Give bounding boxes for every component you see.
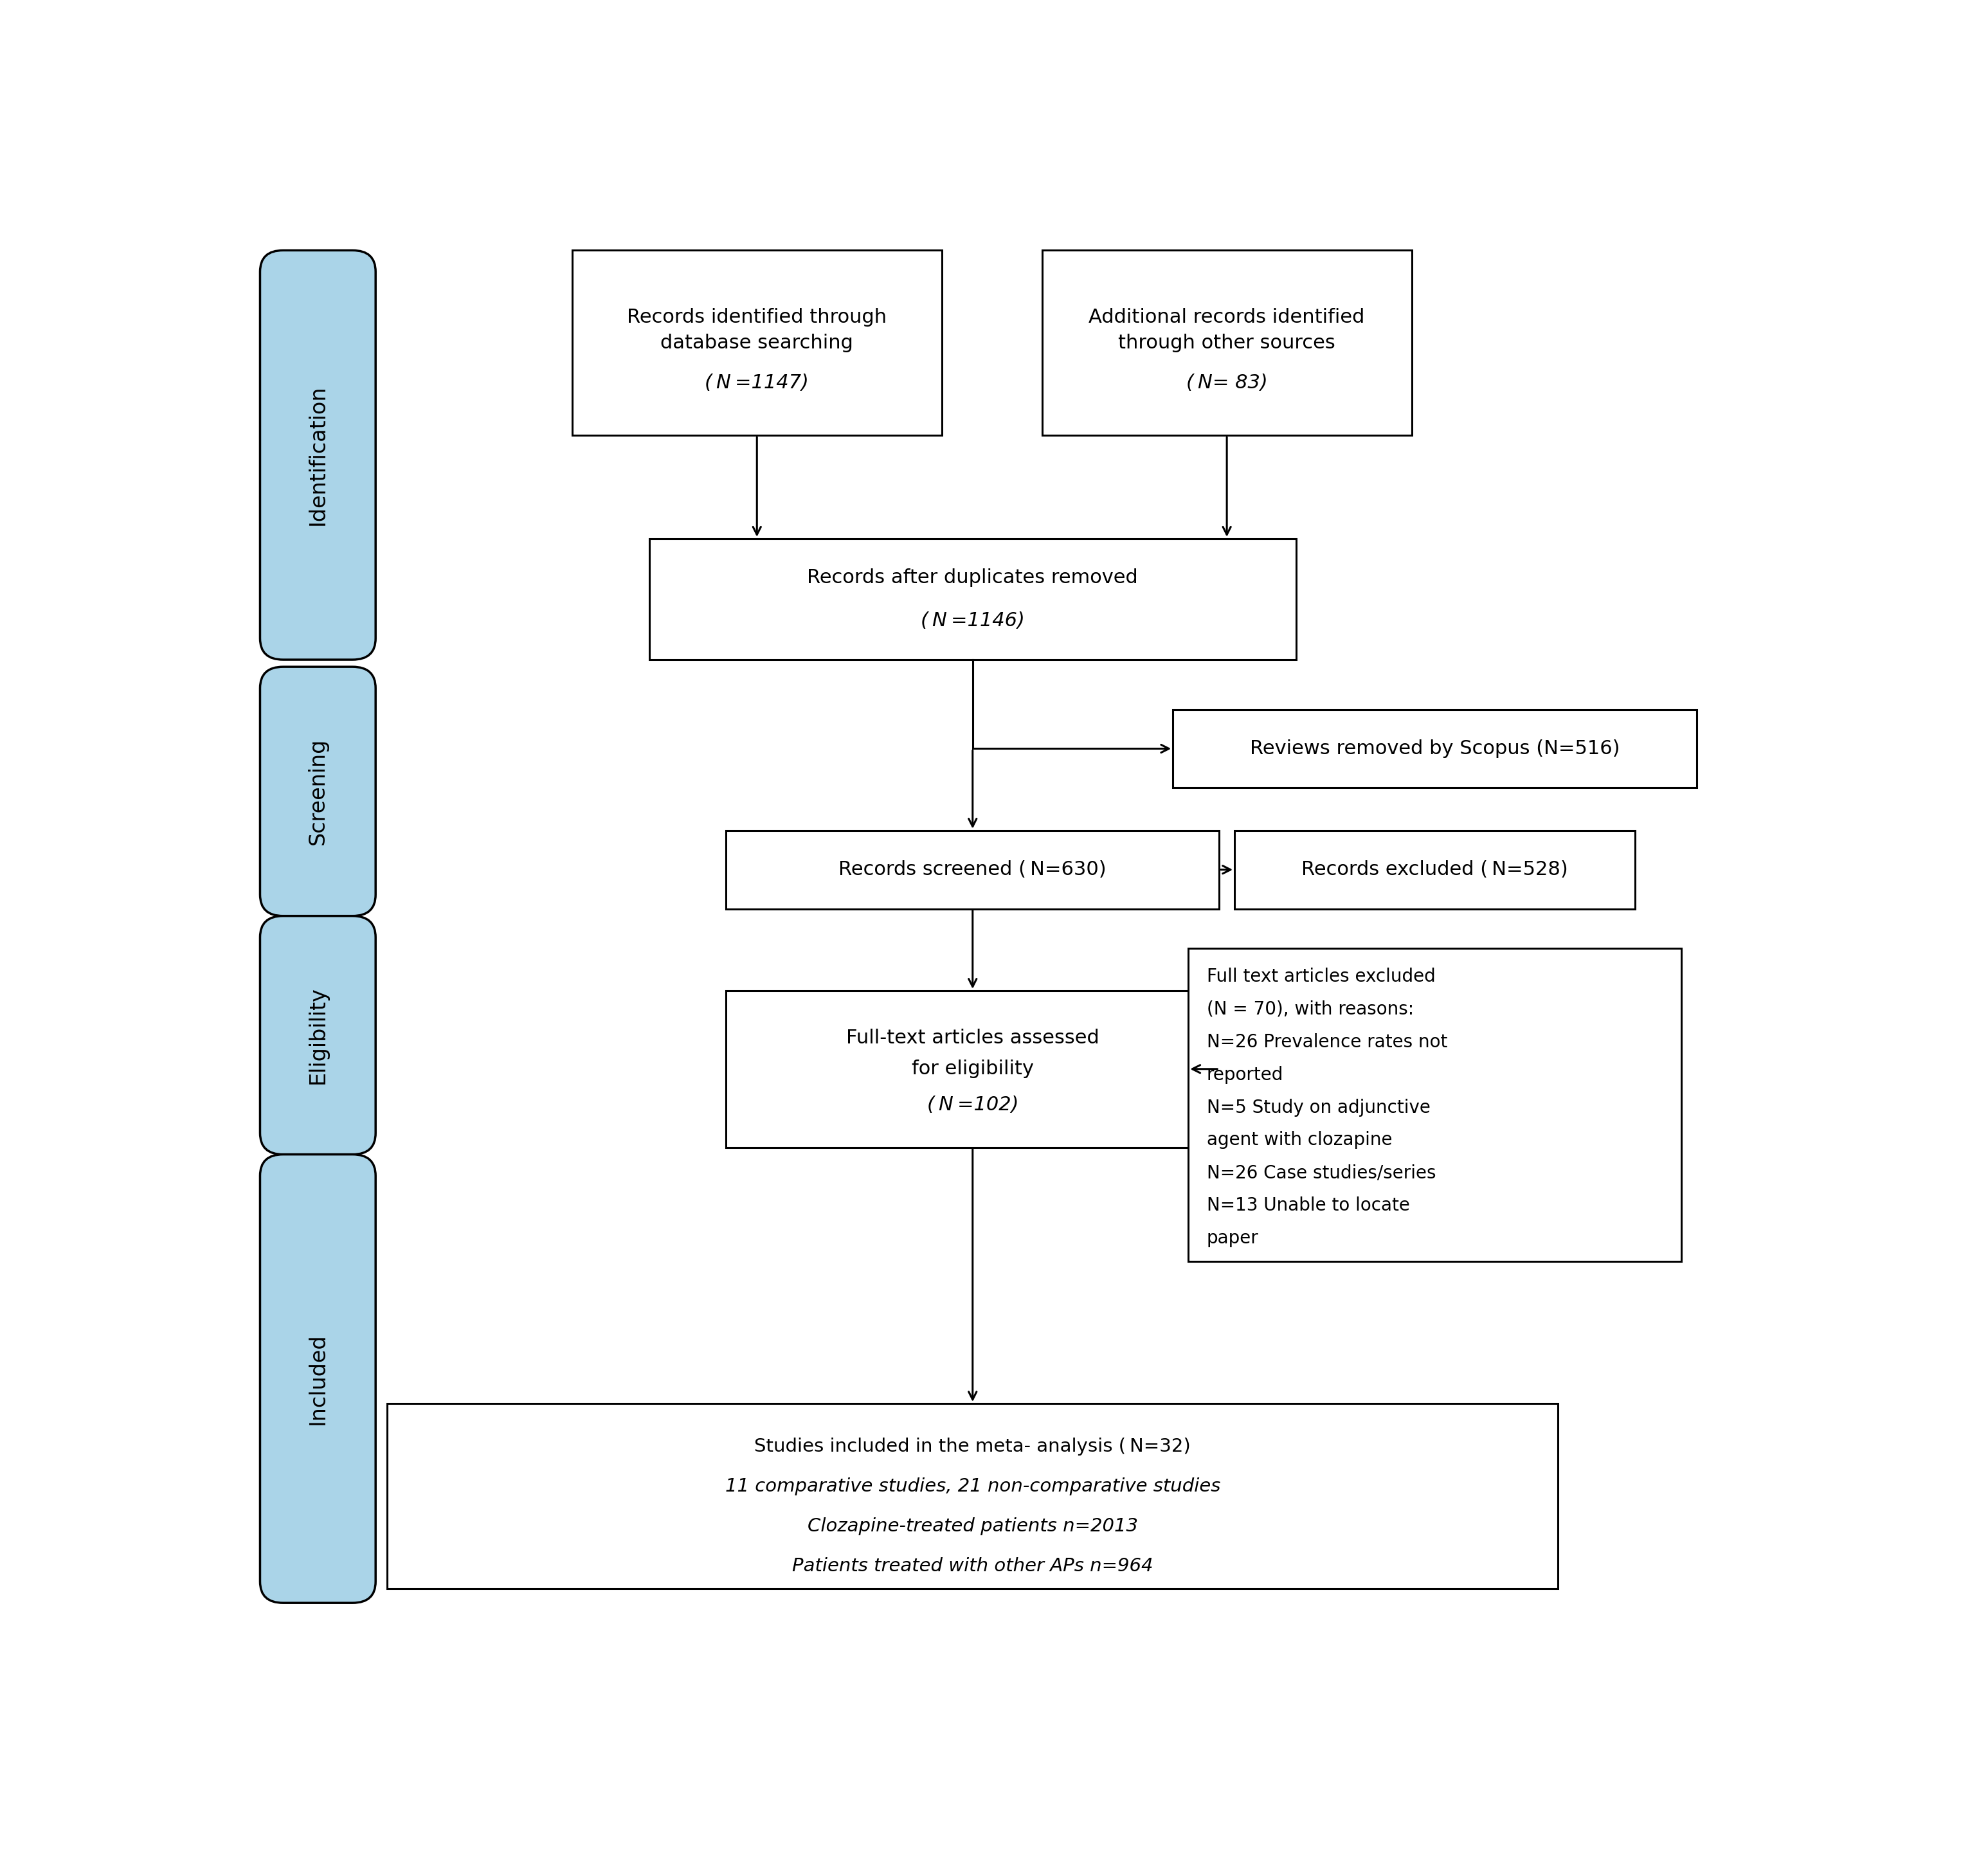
Text: N=5 Study on adjunctive: N=5 Study on adjunctive [1207, 1098, 1431, 1117]
FancyBboxPatch shape [260, 250, 376, 660]
FancyBboxPatch shape [260, 667, 376, 915]
Text: Reviews removed by Scopus (N=516): Reviews removed by Scopus (N=516) [1250, 740, 1620, 758]
Text: N=13 Unable to locate: N=13 Unable to locate [1207, 1196, 1409, 1215]
Text: Records excluded ( N=528): Records excluded ( N=528) [1302, 860, 1569, 878]
Text: ( N =1147): ( N =1147) [706, 373, 809, 392]
Text: Clozapine-treated patients n=2013: Clozapine-treated patients n=2013 [807, 1516, 1137, 1535]
Text: agent with clozapine: agent with clozapine [1207, 1132, 1392, 1150]
Text: Eligibility: Eligibility [308, 986, 328, 1084]
Text: reported: reported [1207, 1065, 1284, 1084]
Bar [1189, 949, 1682, 1261]
Text: Full-text articles assessed: Full-text articles assessed [847, 1028, 1099, 1047]
Bar [388, 1403, 1559, 1588]
Text: Records screened ( N=630): Records screened ( N=630) [839, 860, 1107, 878]
Bar [1173, 710, 1698, 788]
Text: Records identified through: Records identified through [626, 309, 887, 327]
Text: Additional records identified: Additional records identified [1089, 309, 1366, 327]
Text: for eligibility: for eligibility [912, 1059, 1034, 1078]
Text: 11 comparative studies, 21 non-comparative studies: 11 comparative studies, 21 non-comparati… [726, 1477, 1221, 1496]
Text: ( N =1146): ( N =1146) [920, 612, 1024, 631]
Bar [648, 538, 1296, 660]
Text: Patients treated with other APs n=964: Patients treated with other APs n=964 [791, 1557, 1153, 1575]
Bar [1235, 830, 1636, 910]
FancyBboxPatch shape [260, 1154, 376, 1603]
Bar [726, 830, 1219, 910]
Bar [573, 250, 942, 436]
Text: Full text articles excluded: Full text articles excluded [1207, 967, 1435, 986]
Text: N=26 Prevalence rates not: N=26 Prevalence rates not [1207, 1034, 1447, 1050]
Text: N=26 Case studies/series: N=26 Case studies/series [1207, 1163, 1435, 1182]
Text: Studies included in the meta- analysis ( N=32): Studies included in the meta- analysis (… [753, 1437, 1191, 1455]
Text: Screening: Screening [308, 738, 328, 845]
Text: Records after duplicates removed: Records after duplicates removed [807, 568, 1137, 588]
Text: ( N =102): ( N =102) [926, 1095, 1018, 1113]
FancyBboxPatch shape [260, 915, 376, 1154]
Text: paper: paper [1207, 1230, 1258, 1248]
Text: Included: Included [308, 1333, 328, 1424]
Text: ( N= 83): ( N= 83) [1187, 373, 1268, 392]
Text: database searching: database searching [660, 333, 853, 351]
Text: (N = 70), with reasons:: (N = 70), with reasons: [1207, 1000, 1413, 1019]
Bar [726, 991, 1219, 1146]
Text: Identification: Identification [308, 385, 328, 525]
Text: through other sources: through other sources [1119, 333, 1336, 351]
Bar [1042, 250, 1411, 436]
